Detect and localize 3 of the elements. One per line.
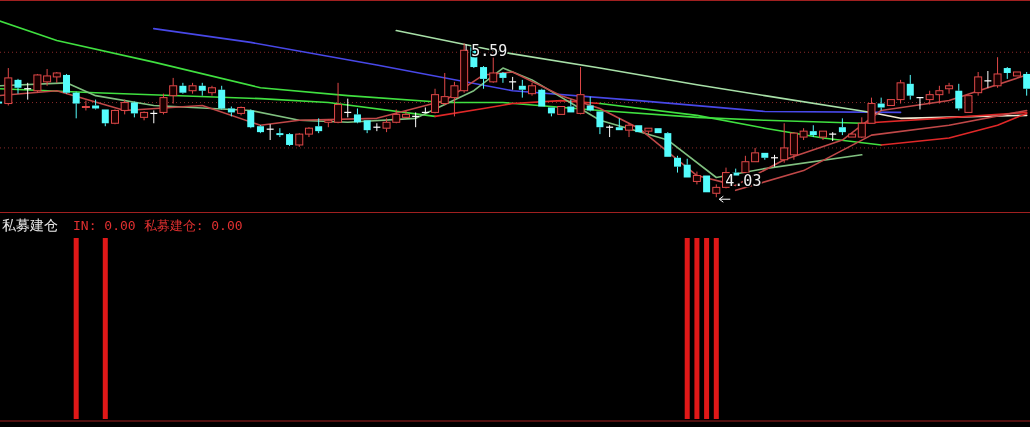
chart-title: 私募建仓 — [2, 217, 58, 233]
text: IN: 0.00 — [73, 218, 136, 233]
text: 私募建仓: 0.00 — [143, 218, 243, 233]
